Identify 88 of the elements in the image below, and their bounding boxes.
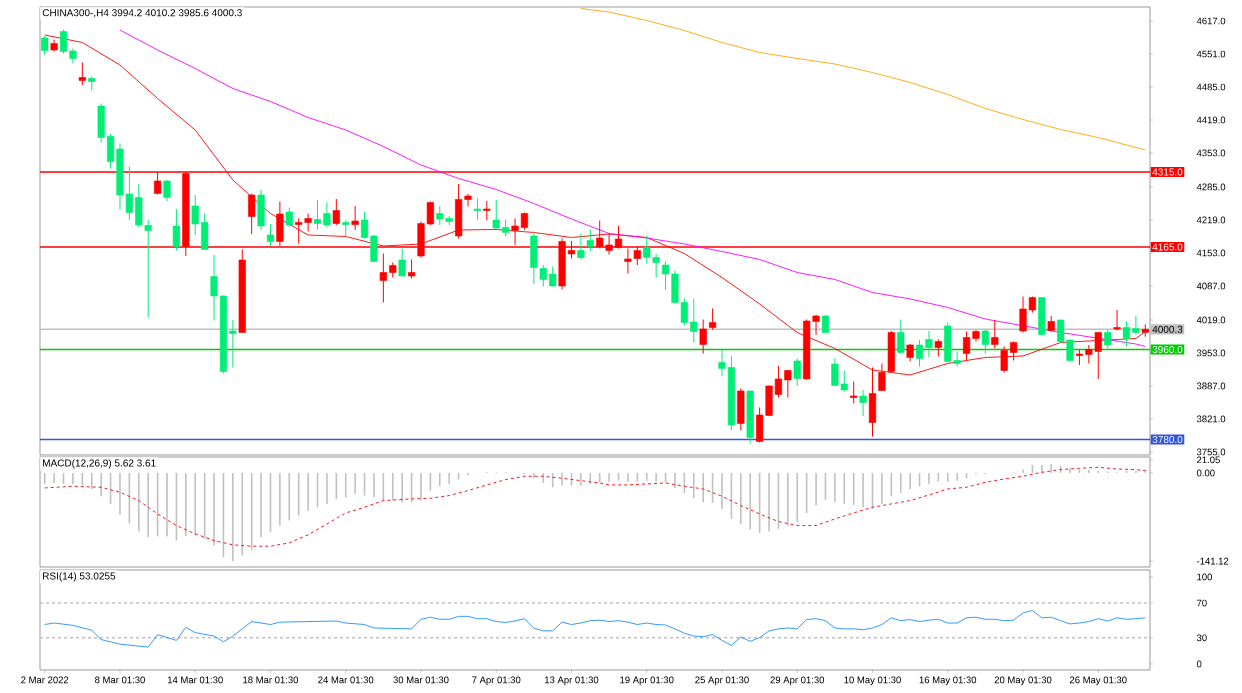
- x-tick-label: 29 Apr 01:30: [770, 676, 825, 686]
- y-tick-label: 4153.0: [1196, 249, 1226, 257]
- y-tick-label: 4285.0: [1196, 183, 1226, 191]
- x-tick-label: 7 Apr 01:30: [472, 676, 521, 686]
- candlestick: [661, 260, 670, 291]
- candlestick: [351, 205, 359, 231]
- candlestick: [1010, 340, 1018, 361]
- candlestick: [793, 357, 801, 387]
- y-tick-label: 4019.0: [1196, 316, 1226, 324]
- candlestick: [483, 200, 491, 221]
- y-tick-label: 4353.0: [1196, 149, 1226, 157]
- candlestick: [699, 318, 707, 354]
- candlestick: [360, 211, 369, 239]
- x-tick-label: 20 May 01:30: [994, 676, 1052, 686]
- candlestick: [925, 330, 933, 358]
- x-tick-label: 19 Apr 01:30: [620, 676, 674, 686]
- y-tick-label: 3953.0: [1196, 349, 1226, 357]
- y-tick-label: 4219.0: [1196, 216, 1226, 224]
- y-tick-label: 70: [1197, 599, 1207, 607]
- ref-line-label: 4315.0: [1152, 168, 1183, 176]
- y-tick-label: -141.12: [1196, 557, 1229, 565]
- candlestick: [473, 197, 482, 221]
- x-tick-label: 18 Mar 01:30: [243, 676, 299, 684]
- y-tick-label: 21.05: [1197, 456, 1220, 464]
- candlestick: [549, 265, 557, 287]
- candlestick: [1132, 315, 1140, 335]
- candlestick: [313, 199, 322, 230]
- x-tick-label: 10 May 01:30: [844, 676, 901, 686]
- y-tick-label: 100: [1197, 573, 1212, 581]
- candlestick: [850, 380, 858, 404]
- candlestick: [1000, 345, 1008, 373]
- candlestick: [897, 318, 905, 355]
- y-tick-label: 4485.0: [1196, 83, 1226, 91]
- candlestick: [59, 28, 68, 54]
- candlestick: [492, 199, 500, 229]
- candlestick: [398, 247, 406, 277]
- candlestick: [323, 201, 331, 228]
- candlestick: [332, 198, 340, 226]
- y-tick-label: 4617.0: [1196, 17, 1226, 25]
- candlestick: [690, 297, 698, 343]
- y-tick-label: 4419.0: [1196, 116, 1226, 124]
- candlestick: [1104, 329, 1112, 349]
- candlestick: [586, 228, 594, 252]
- candlestick: [248, 192, 256, 235]
- x-tick-label: 25 Apr 01:30: [695, 676, 749, 686]
- y-tick-label: 4087.0: [1196, 282, 1226, 290]
- chart-title: MACD(12,26,9) 5.62 3.61: [43, 459, 156, 469]
- candlestick: [915, 339, 924, 367]
- candlestick: [991, 319, 999, 349]
- candlestick: [229, 319, 237, 368]
- chart-title: CHINA300-,H4 3994.2 4010.2 3985.6 4000.3: [42, 9, 242, 18]
- x-tick-label: 8 Mar 01:30: [95, 676, 145, 684]
- candlestick: [191, 194, 199, 236]
- x-tick-label: 14 Mar 01:30: [167, 676, 223, 684]
- ref-line-label: 4165.0: [1152, 243, 1183, 251]
- x-tick-label: 16 May 01:30: [919, 676, 977, 686]
- line-series: [44, 610, 1146, 648]
- y-tick-label: 0: [1196, 660, 1202, 668]
- candlestick: [266, 223, 275, 247]
- x-tick-label: 26 May 01:30: [1069, 676, 1127, 686]
- candlestick: [859, 389, 867, 417]
- y-tick-label: 30: [1196, 634, 1207, 642]
- chart-title: RSI(14) 53.0255: [43, 572, 116, 582]
- line-series: [580, 8, 1146, 151]
- ref-line-label: 3960.0: [1152, 345, 1183, 354]
- y-tick-label: 3887.0: [1196, 382, 1226, 390]
- y-tick-label: 3755.0: [1196, 448, 1226, 456]
- candlestick: [41, 35, 49, 56]
- candlestick: [210, 254, 218, 321]
- x-tick-label: 13 Apr 01:30: [545, 676, 599, 686]
- x-tick-label: 30 Mar 01:30: [393, 676, 449, 684]
- x-tick-label: 24 Mar 01:30: [318, 676, 374, 684]
- candlestick: [539, 264, 547, 287]
- line-series: [119, 29, 1146, 347]
- candlestick: [379, 252, 387, 303]
- candlestick: [784, 369, 792, 398]
- y-tick-label: 4551.0: [1196, 50, 1226, 58]
- y-tick-label: 3821.0: [1196, 415, 1226, 423]
- ref-line-label: 4000.3: [1152, 325, 1183, 333]
- candlestick: [577, 232, 585, 260]
- candlestick: [1122, 320, 1131, 347]
- candlestick: [78, 61, 86, 86]
- candlestick: [172, 208, 180, 251]
- candlestick: [709, 307, 717, 330]
- candlestick: [407, 258, 416, 279]
- x-tick-label: 2 Mar 2022: [21, 676, 69, 684]
- y-tick-label: 0.00: [1196, 469, 1215, 477]
- ref-line-label: 3780.0: [1152, 435, 1183, 444]
